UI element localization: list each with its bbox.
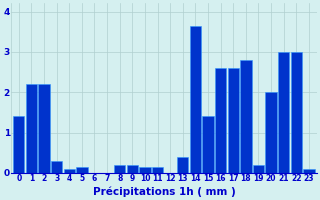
Bar [202,116,214,173]
Bar [215,68,226,173]
Bar [127,165,138,173]
Bar [278,52,289,173]
Bar [253,165,264,173]
Bar [139,167,151,173]
Bar [64,169,75,173]
Bar [291,52,302,173]
Bar [190,26,201,173]
Bar [265,92,277,173]
Bar [13,116,25,173]
X-axis label: Précipitations 1h ( mm ): Précipitations 1h ( mm ) [92,186,235,197]
Bar [240,60,252,173]
Bar [152,167,163,173]
Bar [26,84,37,173]
Bar [177,157,188,173]
Bar [76,167,88,173]
Bar [51,161,62,173]
Bar [38,84,50,173]
Bar [228,68,239,173]
Bar [114,165,125,173]
Bar [303,169,315,173]
